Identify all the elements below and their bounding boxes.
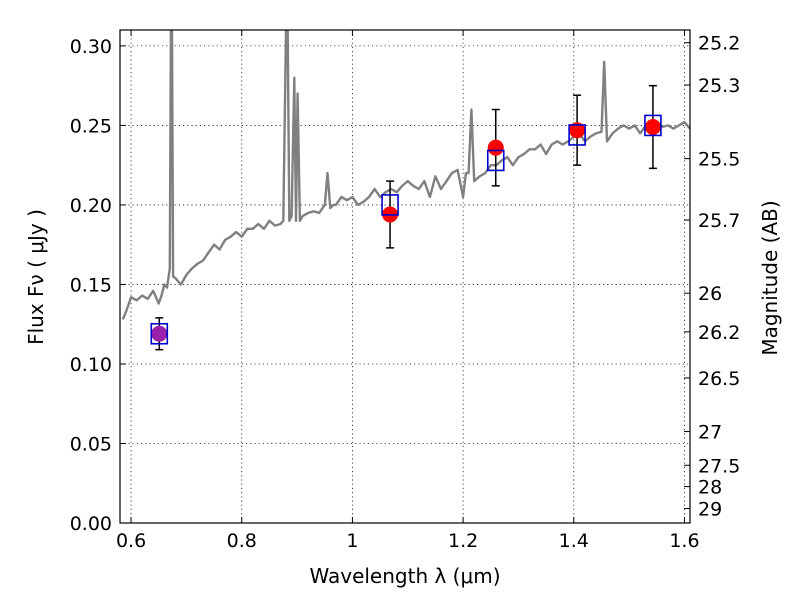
right-tick-label: 26 [698, 283, 722, 305]
observed-point [487, 139, 504, 156]
right-tick-label: 27 [698, 422, 722, 444]
plot-frame [119, 29, 691, 524]
x-tick-label: 1.2 [448, 530, 478, 552]
right-tick-label: 27.5 [698, 455, 740, 477]
y-tick-label: 0.25 [70, 115, 112, 137]
right-tick-label: 25.5 [698, 149, 740, 171]
y-tick-label: 0.00 [70, 513, 112, 535]
x-tick-label: 1.6 [669, 530, 699, 552]
y-tick-label: 0.30 [70, 36, 112, 58]
right-tick-label: 28 [698, 477, 722, 499]
right-tick-label: 26.2 [698, 322, 740, 344]
y-axis-title: Flux Fν ( μJy ) [24, 209, 48, 345]
y-tick-label: 0.10 [70, 354, 112, 376]
y-tick-label: 0.15 [70, 274, 112, 296]
right-tick-label: 26.5 [698, 368, 740, 390]
spectrum-line [121, 30, 690, 320]
model-photometry-box [568, 124, 586, 146]
model-photometry-box [150, 322, 169, 345]
x-tick-label: 1.4 [559, 530, 589, 552]
right-tick-label: 25.7 [698, 210, 740, 232]
model-photometry-box [486, 149, 505, 172]
model-photometry-box [644, 114, 662, 137]
x-tick-label: 0.6 [116, 530, 146, 552]
y-tick-label: 0.05 [70, 433, 112, 455]
right-tick-label: 25.2 [698, 33, 740, 55]
x-tick-label: 1 [346, 530, 358, 552]
right-axis-title: Magnitude (AB) [758, 200, 782, 355]
x-axis-title: Wavelength λ (μm) [309, 564, 500, 588]
axis-ticks: 0.6 0.8 1 1.2 1.4 1.6 0.00 0.05 0.10 0.15 0.20 0.25… [70, 30, 740, 552]
right-tick-label: 25.3 [698, 75, 740, 97]
observed-point [644, 119, 661, 136]
observed-point [569, 122, 586, 139]
model-photometry-box [381, 194, 399, 216]
y-tick-label: 0.20 [70, 195, 112, 217]
x-tick-label: 0.8 [227, 530, 257, 552]
observed-point [151, 325, 168, 342]
grid-lines [120, 30, 690, 523]
model-spectrum [121, 30, 690, 320]
right-tick-label: 29 [698, 499, 722, 521]
photometry-points [150, 84, 662, 351]
